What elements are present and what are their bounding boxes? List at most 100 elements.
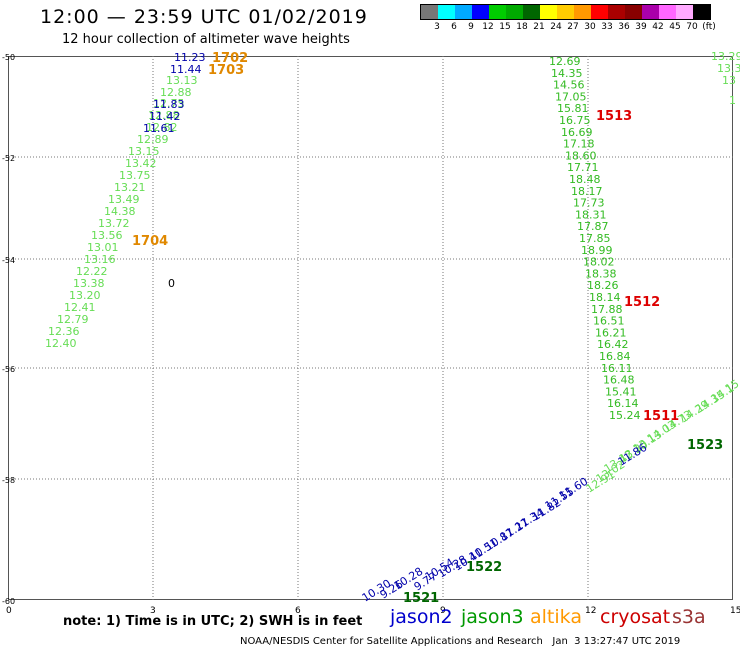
jason3-diag-value: 15 bbox=[723, 377, 740, 395]
legend-label: 24 bbox=[550, 22, 562, 32]
jason3-mid-value: 16.42 bbox=[597, 338, 629, 351]
jason3-left-value: 13.20 bbox=[69, 289, 101, 302]
jason3-mid-value: 15.41 bbox=[605, 385, 637, 398]
jason3-left-value: 12.88 bbox=[160, 86, 192, 99]
x-tick-label: 15 bbox=[730, 606, 740, 616]
jason3-left-value: 13.16 bbox=[84, 253, 116, 266]
color-legend: 3 6 9 12 15 18 21 24 27 30 33 36 39 42 45 70 (ft) bbox=[420, 4, 716, 34]
legend-swatch bbox=[693, 5, 710, 19]
jason3-mid-value: 12.69 bbox=[549, 55, 581, 68]
top-right-value: 1 bbox=[729, 94, 736, 107]
jason3-mid-value: 14.56 bbox=[553, 79, 585, 92]
pass-label-1511: 1511 bbox=[643, 409, 679, 424]
legend-label: 15 bbox=[499, 22, 511, 32]
jason3-left-value: 12.88 bbox=[148, 109, 180, 122]
legend-swatch bbox=[489, 5, 506, 19]
jason3-left-value: 12.40 bbox=[45, 337, 77, 350]
jason3-left-value: 13.75 bbox=[119, 169, 151, 182]
pass-label-1522: 1522 bbox=[466, 560, 502, 575]
top-right-value: 13 bbox=[722, 74, 736, 87]
jason3-left-value: 12.22 bbox=[76, 265, 108, 278]
legend-label: 6 bbox=[451, 22, 457, 32]
y-tick-label: -60 bbox=[2, 597, 15, 606]
legend-swatch bbox=[676, 5, 693, 19]
jason3-mid-value: 17.18 bbox=[563, 138, 595, 151]
legend-swatch bbox=[642, 5, 659, 19]
jason3-mid-value: 17.88 bbox=[591, 303, 623, 316]
jason3-left-value: 13.72 bbox=[98, 217, 130, 230]
jason3-mid-value: 15.24 bbox=[609, 409, 641, 422]
pass-label-1704: 1704 bbox=[132, 234, 168, 249]
jason3-left-value: 12.75 bbox=[153, 97, 185, 110]
jason3-mid-value: 18.38 bbox=[585, 267, 617, 280]
jason3-left-value: 13.15 bbox=[128, 145, 160, 158]
legend-swatch bbox=[659, 5, 676, 19]
jason3-mid-value: 18.99 bbox=[581, 244, 613, 257]
jason3-left-value: 12.82 bbox=[146, 121, 178, 134]
jason3-left-value: 12.89 bbox=[137, 133, 169, 146]
jason3-mid-value: 18.31 bbox=[575, 208, 607, 221]
footer-credit: NOAA/NESDIS Center for Satellite Applica… bbox=[240, 636, 681, 647]
legend-label: 27 bbox=[567, 22, 579, 32]
sat-cryosat: cryosat bbox=[600, 606, 671, 628]
jason2-value: 11.61 bbox=[143, 122, 175, 135]
jason3-mid-value: 16.14 bbox=[607, 397, 639, 410]
jason2-value: 11.23 bbox=[174, 51, 206, 64]
footer-note: note: 1) Time is in UTC; 2) SWH is in fe… bbox=[63, 614, 363, 629]
jason3-mid-value: 16.84 bbox=[599, 350, 631, 363]
legend-labels: 3 6 9 12 15 18 21 24 27 30 33 36 39 42 45 70 (ft) bbox=[420, 20, 716, 34]
jason3-mid-value: 16.51 bbox=[593, 315, 625, 328]
legend-swatch bbox=[540, 5, 557, 19]
legend-swatch bbox=[574, 5, 591, 19]
jason3-mid-value: 18.48 bbox=[569, 173, 601, 186]
top-right-value: 13.3 bbox=[717, 62, 740, 75]
sat-altika: altika bbox=[530, 606, 582, 628]
x-tick-label: 9 bbox=[440, 606, 446, 616]
legend-swatch bbox=[438, 5, 455, 19]
pass-label-1703: 1703 bbox=[208, 63, 244, 78]
map-frame bbox=[8, 56, 733, 600]
legend-label: 21 bbox=[533, 22, 545, 32]
legend-swatch bbox=[591, 5, 608, 19]
jason3-mid-value: 17.73 bbox=[573, 197, 605, 210]
island-marker: 0 bbox=[168, 277, 175, 290]
jason3-mid-value: 16.11 bbox=[601, 362, 633, 375]
legend-swatch bbox=[455, 5, 472, 19]
jason3-left-value: 13.01 bbox=[87, 241, 119, 254]
jason3-mid-value: 17.85 bbox=[579, 232, 611, 245]
pass-label-1512: 1512 bbox=[624, 295, 660, 310]
jason3-mid-value: 17.71 bbox=[567, 161, 599, 174]
pass-label-1702: 1702 bbox=[212, 51, 248, 66]
chart-title: 12:00 — 23:59 UTC 01/02/2019 bbox=[40, 6, 368, 28]
jason2-value: 11.44 bbox=[170, 63, 202, 76]
jason3-left-value: 13.42 bbox=[125, 157, 157, 170]
jason3-mid-value: 16.75 bbox=[559, 114, 591, 127]
legend-swatch bbox=[608, 5, 625, 19]
legend-swatch bbox=[421, 5, 438, 19]
sat-jason2: jason2 bbox=[390, 606, 453, 628]
legend-swatch bbox=[506, 5, 523, 19]
legend-swatch bbox=[625, 5, 642, 19]
legend-swatch bbox=[557, 5, 574, 19]
legend-label: 36 bbox=[618, 22, 630, 32]
x-tick-label: 3 bbox=[150, 606, 156, 616]
pass-label-1513: 1513 bbox=[596, 109, 632, 124]
legend-label: 70 bbox=[686, 22, 698, 32]
sat-jason3: jason3 bbox=[461, 606, 524, 628]
top-right-value: 13.29 bbox=[711, 50, 740, 63]
pass-label-1521: 1521 bbox=[403, 591, 439, 606]
y-tick-label: -50 bbox=[2, 53, 15, 62]
jason3-left-value: 14.38 bbox=[104, 205, 136, 218]
jason3-mid-value: 15.81 bbox=[557, 102, 589, 115]
jason3-left-value: 12.79 bbox=[57, 313, 89, 326]
legend-label: 30 bbox=[584, 22, 596, 32]
y-tick-label: -54 bbox=[2, 256, 15, 265]
legend-swatch bbox=[472, 5, 489, 19]
jason2-value: 11.83 bbox=[153, 98, 185, 111]
jason3-mid-value: 18.02 bbox=[583, 256, 615, 269]
pass-label-1523: 1523 bbox=[687, 438, 723, 453]
jason3-mid-value: 16.48 bbox=[603, 374, 635, 387]
jason3-mid-value: 16.69 bbox=[561, 126, 593, 139]
jason3-mid-value: 17.87 bbox=[577, 220, 609, 233]
